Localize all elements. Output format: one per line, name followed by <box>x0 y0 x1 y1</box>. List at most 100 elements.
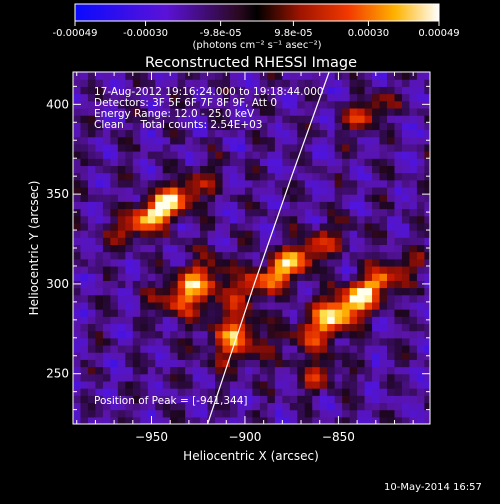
heatmap-cell <box>289 215 298 224</box>
x-tick-label: −900 <box>228 430 261 444</box>
heatmap-cell <box>215 107 224 116</box>
heatmap-cell <box>349 416 358 424</box>
heatmap-cell <box>416 115 425 123</box>
heatmap-cell <box>379 309 388 317</box>
heatmap-cell <box>200 309 209 317</box>
heatmap-cell <box>401 409 411 418</box>
heatmap-cell <box>177 86 186 95</box>
heatmap-cell <box>185 366 194 375</box>
heatmap-cell <box>349 172 358 181</box>
heatmap-cell <box>312 373 321 382</box>
heatmap-cell <box>207 373 216 382</box>
heatmap-cell <box>327 330 336 339</box>
heatmap-cell <box>357 208 366 217</box>
heatmap-cell <box>185 136 194 145</box>
heatmap-cell <box>342 258 351 267</box>
heatmap-cell <box>342 129 351 138</box>
heatmap-cell <box>409 244 418 253</box>
heatmap-cell <box>215 251 224 260</box>
heatmap-cell <box>147 294 156 303</box>
heatmap-cell <box>304 72 313 80</box>
heatmap-cell <box>95 115 104 123</box>
heatmap-cell <box>155 100 164 109</box>
heatmap-cell <box>342 301 351 310</box>
heatmap-cell <box>334 301 343 310</box>
heatmap-cell <box>349 100 358 109</box>
heatmap-cell <box>319 273 328 281</box>
heatmap-cell <box>252 194 261 202</box>
heatmap-cell <box>237 215 246 224</box>
heatmap-cell <box>244 215 254 224</box>
heatmap-cell <box>409 344 418 353</box>
heatmap-cell <box>319 230 328 238</box>
heatmap-cell <box>125 72 134 80</box>
heatmap-cell <box>289 179 298 188</box>
heatmap-cell <box>222 265 231 274</box>
heatmap-cell <box>297 222 306 231</box>
heatmap-cell <box>170 265 179 274</box>
heatmap-cell <box>372 280 381 289</box>
heatmap-cell <box>244 186 254 195</box>
heatmap-cell <box>387 93 396 102</box>
heatmap-cell <box>334 79 343 87</box>
heatmap-cell <box>372 172 381 181</box>
heatmap-cell <box>125 294 134 303</box>
heatmap-cell <box>244 309 254 317</box>
heatmap-cell <box>200 222 209 231</box>
heatmap-cell <box>282 402 291 411</box>
heatmap-cell <box>267 309 276 317</box>
heatmap-cell <box>334 165 343 174</box>
heatmap-cell <box>132 222 141 231</box>
heatmap-cell <box>222 100 231 109</box>
heatmap-cell <box>416 416 425 424</box>
heatmap-cell <box>312 136 321 145</box>
heatmap-cell <box>312 158 321 166</box>
heatmap-cell <box>334 100 343 109</box>
heatmap-cell <box>170 237 179 246</box>
heatmap-cell <box>215 402 224 411</box>
heatmap-cell <box>319 151 328 159</box>
heatmap-cell <box>200 129 209 138</box>
heatmap-cell <box>304 395 313 404</box>
heatmap-cell <box>200 151 209 159</box>
heatmap-cell <box>267 165 276 174</box>
heatmap-cell <box>334 330 343 339</box>
heatmap-cell <box>177 179 186 188</box>
heatmap-cell <box>192 151 201 159</box>
heatmap-cell <box>177 273 186 281</box>
heatmap-cell <box>312 122 321 131</box>
heatmap-cell <box>117 172 126 181</box>
heatmap-cell <box>207 222 216 231</box>
heatmap-cell <box>215 395 224 404</box>
heatmap-cell <box>185 179 194 188</box>
heatmap-cell <box>200 344 209 353</box>
heatmap-cell <box>177 316 186 325</box>
heatmap-cell <box>222 122 231 131</box>
heatmap-cell <box>387 186 396 195</box>
heatmap-cell <box>132 323 141 332</box>
heatmap-cell <box>416 100 425 109</box>
colorbar-ticks: -0.00049 -0.00030 -9.8e-05 9.8e-05 0.00030 0.… <box>53 21 460 39</box>
heatmap-cell <box>192 280 201 289</box>
heatmap-cell <box>349 359 358 368</box>
heatmap-cell <box>342 251 351 260</box>
heatmap-cell <box>267 215 276 224</box>
heatmap-cell <box>304 366 313 375</box>
heatmap-cell <box>424 251 430 260</box>
heatmap-cell <box>259 237 268 246</box>
heatmap-cell <box>252 294 261 303</box>
heatmap-cell <box>140 172 149 181</box>
heatmap-cell <box>222 136 231 145</box>
heatmap-cell <box>327 352 336 360</box>
heatmap-cell <box>110 136 119 145</box>
heatmap-cell <box>274 186 283 195</box>
heatmap-cell <box>342 93 351 102</box>
heatmap-cell <box>372 244 381 253</box>
heatmap-cell <box>319 129 328 138</box>
heatmap-cell <box>102 172 111 181</box>
heatmap-cell <box>140 316 149 325</box>
heatmap-cell <box>409 301 418 310</box>
clean-counts-annotation: Clean Total counts: 2.54E+03 <box>94 119 263 131</box>
heatmap-cell <box>364 366 373 375</box>
heatmap-cell <box>394 172 403 181</box>
